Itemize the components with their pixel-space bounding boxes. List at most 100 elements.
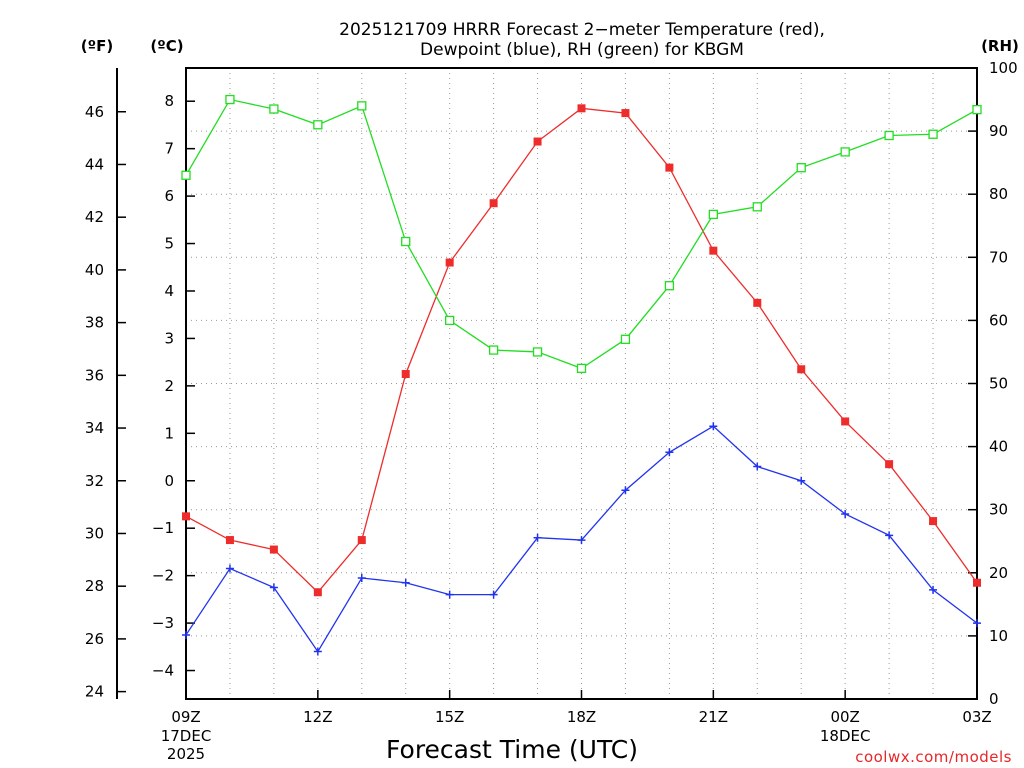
celsius-tick-label: 5 <box>164 235 174 253</box>
2-meter-temperature-point <box>973 578 981 587</box>
fahrenheit-tick-label: 28 <box>85 577 104 595</box>
dewpoint-point <box>577 536 586 545</box>
celsius-tick-label: 1 <box>164 424 174 442</box>
celsius-tick-label: −3 <box>152 614 174 632</box>
rh-point <box>445 315 455 326</box>
fahrenheit-tick-label: 30 <box>85 524 104 542</box>
date-label: 17DEC <box>161 727 212 745</box>
fahrenheit-tick-label: 46 <box>85 103 104 121</box>
chart-subtitle: Dewpoint (blue), RH (green) for KBGM <box>420 40 744 60</box>
rh-point <box>840 147 850 157</box>
2-meter-temperature-point <box>225 536 234 545</box>
fahrenheit-tick-label: 38 <box>85 314 104 332</box>
dewpoint-point <box>269 583 278 592</box>
2-meter-temperature-point <box>533 137 542 146</box>
rh-point <box>532 347 543 357</box>
dewpoint-point <box>445 590 454 599</box>
celsius-tick-label: 0 <box>164 472 174 490</box>
2-meter-temperature-point <box>621 109 630 118</box>
time-tick-label: 18Z <box>567 708 596 726</box>
2-meter-temperature-point <box>269 545 278 554</box>
source-credit: coolwx.com/models <box>855 748 1012 766</box>
time-tick-label: 15Z <box>435 708 464 726</box>
fahrenheit-tick-label: 44 <box>85 155 104 173</box>
dewpoint-point <box>313 647 322 656</box>
fahrenheit-unit-label: (ºF) <box>81 37 113 55</box>
rh-point <box>576 363 587 374</box>
rh-point <box>796 163 806 173</box>
rh-tick-label: 40 <box>989 438 1008 456</box>
fahrenheit-tick-label: 40 <box>85 261 104 279</box>
celsius-tick-label: 8 <box>164 92 174 110</box>
dewpoint-point <box>182 630 190 639</box>
celsius-tick-label: 6 <box>164 187 174 205</box>
rh-tick-label: 90 <box>989 122 1008 140</box>
rh-point <box>884 130 894 141</box>
dewpoint-point <box>225 564 234 573</box>
2-meter-temperature-point <box>182 512 190 521</box>
fahrenheit-tick-label: 36 <box>85 366 104 384</box>
celsius-tick-label: 7 <box>164 140 174 158</box>
rh-point <box>225 94 235 105</box>
fahrenheit-tick-label: 32 <box>85 472 104 490</box>
rh-point <box>928 129 938 139</box>
2-meter-temperature-point <box>665 163 674 172</box>
2-meter-temperature-point <box>357 536 366 545</box>
rh-tick-label: 100 <box>989 59 1018 77</box>
dewpoint-point <box>753 462 762 471</box>
date-label: 18DEC <box>820 727 871 745</box>
rh-point <box>313 120 323 130</box>
2-meter-temperature-point <box>841 417 850 426</box>
rh-tick-label: 70 <box>989 248 1008 266</box>
dewpoint-point <box>621 486 630 495</box>
rh-tick-label: 60 <box>989 311 1008 329</box>
rh-point <box>620 334 631 344</box>
rh-point <box>269 104 279 114</box>
rh-point <box>181 170 191 180</box>
x-axis-label: Forecast Time (UTC) <box>386 735 638 764</box>
axis-ticks: 242628303234363840424446−4−3−2−101234567… <box>85 59 1018 763</box>
dewpoint-point <box>665 448 674 457</box>
2-meter-temperature-point <box>709 246 718 255</box>
2-meter-temperature-point <box>929 517 938 526</box>
rh-tick-label: 30 <box>989 501 1008 519</box>
grid-lines <box>185 67 978 700</box>
rh-point <box>401 236 411 247</box>
dewpoint-point <box>401 578 410 587</box>
rh-unit-label: (RH) <box>981 37 1019 55</box>
fahrenheit-tick-label: 34 <box>85 419 104 437</box>
rh-point <box>972 104 982 115</box>
2-meter-temperature-point <box>401 370 410 379</box>
dewpoint-point <box>489 590 498 599</box>
chart-title: 2025121709 HRRR Forecast 2−meter Tempera… <box>339 20 825 40</box>
celsius-tick-label: −4 <box>152 662 174 680</box>
celsius-tick-label: 3 <box>164 329 174 347</box>
rh-tick-label: 80 <box>989 185 1008 203</box>
dewpoint-point <box>973 619 981 628</box>
dewpoint-point <box>841 509 850 518</box>
time-tick-label: 09Z <box>171 708 200 726</box>
celsius-tick-label: −2 <box>152 567 174 585</box>
2-meter-temperature-point <box>885 460 894 469</box>
rh-tick-label: 50 <box>989 375 1008 393</box>
celsius-tick-label: −1 <box>152 519 174 537</box>
dewpoint-point <box>797 476 806 485</box>
dewpoint-point <box>357 574 366 583</box>
year-label: 2025 <box>167 745 205 763</box>
time-tick-label: 03Z <box>962 708 991 726</box>
time-tick-label: 00Z <box>830 708 859 726</box>
2-meter-temperature-point <box>489 199 498 208</box>
celsius-tick-label: 4 <box>164 282 174 300</box>
time-tick-label: 21Z <box>699 708 728 726</box>
2-meter-temperature-point <box>797 365 806 374</box>
rh-tick-label: 20 <box>989 564 1008 582</box>
2-meter-temperature-point <box>577 104 586 113</box>
celsius-unit-label: (ºC) <box>150 37 183 55</box>
dewpoint-point <box>885 531 894 540</box>
rh-tick-label: 0 <box>989 690 999 708</box>
fahrenheit-tick-label: 24 <box>85 683 104 701</box>
2-meter-temperature-point <box>445 258 454 267</box>
2-meter-temperature-point <box>313 588 322 597</box>
rh-point <box>708 209 718 220</box>
